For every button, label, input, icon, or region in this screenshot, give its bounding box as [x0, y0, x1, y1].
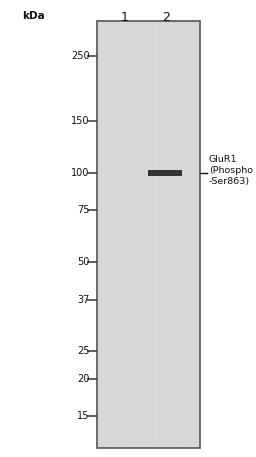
- Bar: [148, 170, 182, 176]
- Text: 50: 50: [77, 257, 90, 267]
- Bar: [188, 23, 190, 446]
- Text: 150: 150: [71, 116, 90, 126]
- Text: kDa: kDa: [22, 11, 45, 21]
- Bar: [159, 23, 160, 446]
- Bar: [144, 23, 145, 446]
- Bar: [166, 23, 168, 446]
- Bar: [152, 23, 153, 446]
- Text: 37: 37: [77, 295, 90, 305]
- Bar: [108, 23, 109, 446]
- Text: 100: 100: [71, 168, 90, 178]
- Text: 2: 2: [163, 11, 170, 24]
- Bar: [137, 23, 138, 446]
- Bar: [173, 23, 175, 446]
- Bar: [122, 23, 124, 446]
- Bar: [181, 23, 182, 446]
- Bar: [130, 23, 131, 446]
- Bar: [97, 21, 200, 448]
- Text: 75: 75: [77, 205, 90, 215]
- Text: GluR1
(Phospho
-Ser863): GluR1 (Phospho -Ser863): [209, 155, 253, 186]
- Text: 20: 20: [77, 374, 90, 384]
- Text: 1: 1: [120, 11, 128, 24]
- Text: 25: 25: [77, 345, 90, 356]
- Text: 15: 15: [77, 411, 90, 421]
- Bar: [114, 23, 116, 446]
- Text: 250: 250: [71, 51, 90, 61]
- Bar: [195, 23, 197, 446]
